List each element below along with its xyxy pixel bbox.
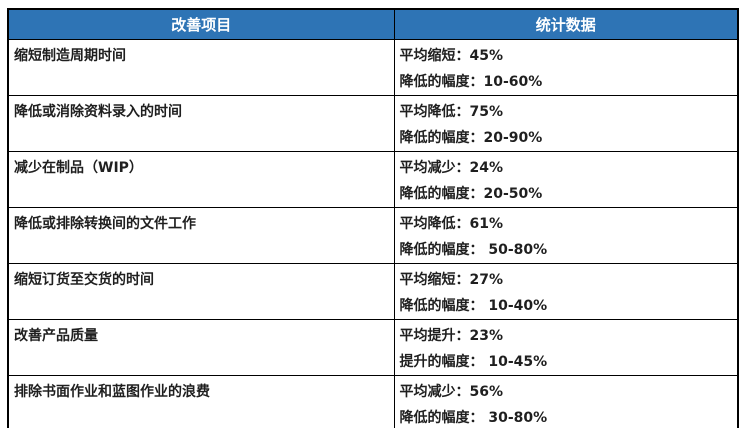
statistics-cell: 平均降低：61% 降低的幅度： 50-80% [393,207,739,264]
improvement-item-cell: 缩短订货至交货的时间 [7,263,395,320]
stat-line-range: 提升的幅度： 10-45% [399,354,548,370]
stat-line-range: 降低的幅度：20-90% [399,130,543,146]
table-row: 排除书面作业和蓝图作业的浪费 平均减少：56% 降低的幅度： 30-80% [7,375,739,428]
statistics-cell: 平均减少：24% 降低的幅度：20-50% [393,151,739,208]
stat-line-range: 降低的幅度：20-50% [399,186,543,202]
stat-line-range: 降低的幅度： 10-40% [399,298,548,314]
stat-line-average: 平均缩短：45% [399,48,504,64]
table-header: 改善项目 统计数据 [7,8,739,40]
stat-line-average: 平均减少：56% [399,384,504,400]
stat-line-range: 降低的幅度： 30-80% [399,410,548,426]
column-header-improvement-items: 改善项目 [7,8,395,40]
statistics-cell: 平均减少：56% 降低的幅度： 30-80% [393,375,739,428]
improvement-item-cell: 改善产品质量 [7,319,395,376]
improvement-item-cell: 排除书面作业和蓝图作业的浪费 [7,375,395,428]
stat-line-average: 平均缩短：27% [399,272,504,288]
stat-line-average: 平均提升：23% [399,328,504,344]
improvement-item-cell: 减少在制品（WIP） [7,151,395,208]
header-row: 改善项目 统计数据 [7,8,739,40]
stat-line-average: 平均降低：61% [399,216,504,232]
statistics-cell: 平均降低：75% 降低的幅度：20-90% [393,95,739,152]
table-row: 缩短制造周期时间 平均缩短：45% 降低的幅度：10-60% [7,39,739,96]
statistics-cell: 平均提升：23% 提升的幅度： 10-45% [393,319,739,376]
statistics-cell: 平均缩短：45% 降低的幅度：10-60% [393,39,739,96]
table-row: 减少在制品（WIP） 平均减少：24% 降低的幅度：20-50% [7,151,739,208]
table-row: 缩短订货至交货的时间 平均缩短：27% 降低的幅度： 10-40% [7,263,739,320]
stat-line-range: 降低的幅度： 50-80% [399,242,548,258]
table-body: 缩短制造周期时间 平均缩短：45% 降低的幅度：10-60% 降低或消除资料录入… [7,39,739,428]
statistics-cell: 平均缩短：27% 降低的幅度： 10-40% [393,263,739,320]
improvement-stats-table: 改善项目 统计数据 缩短制造周期时间 平均缩短：45% 降低的幅度：10-60%… [7,8,739,428]
stat-line-range: 降低的幅度：10-60% [399,74,543,90]
column-header-statistics: 统计数据 [393,8,739,40]
improvement-item-cell: 缩短制造周期时间 [7,39,395,96]
improvement-item-cell: 降低或排除转换间的文件工作 [7,207,395,264]
stat-line-average: 平均降低：75% [399,104,504,120]
table-row: 降低或排除转换间的文件工作 平均降低：61% 降低的幅度： 50-80% [7,207,739,264]
improvement-item-cell: 降低或消除资料录入的时间 [7,95,395,152]
table-row: 降低或消除资料录入的时间 平均降低：75% 降低的幅度：20-90% [7,95,739,152]
stat-line-average: 平均减少：24% [399,160,504,176]
table-container: 改善项目 统计数据 缩短制造周期时间 平均缩短：45% 降低的幅度：10-60%… [7,8,739,428]
table-row: 改善产品质量 平均提升：23% 提升的幅度： 10-45% [7,319,739,376]
